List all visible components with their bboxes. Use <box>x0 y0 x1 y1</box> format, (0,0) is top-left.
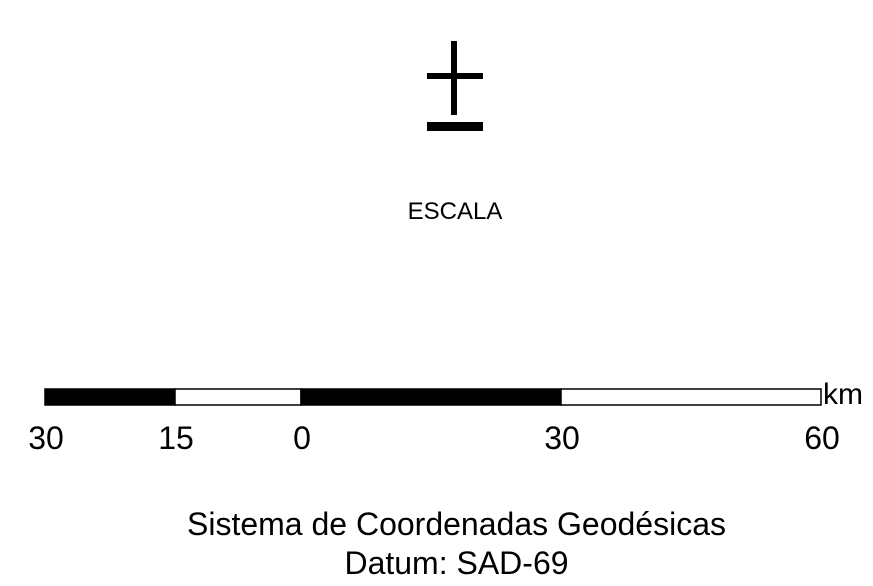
scale-segment-4 <box>560 388 822 406</box>
scale-tick-label: 0 <box>293 420 311 456</box>
scale-tick-label: 15 <box>158 420 194 456</box>
scale-segment-2 <box>174 388 302 406</box>
north-arrow-base <box>427 122 483 131</box>
scale-tick-label: 30 <box>544 420 580 456</box>
scale-tick-label: 60 <box>804 420 840 456</box>
datum-label: Datum: SAD-69 <box>344 545 569 581</box>
scale-title: ESCALA <box>407 198 503 225</box>
scale-tick-label: 30 <box>28 420 64 456</box>
scale-segment-1 <box>44 388 176 406</box>
scale-segment-3 <box>300 388 562 406</box>
scale-unit: km <box>823 378 863 411</box>
coordinate-system-label: Sistema de Coordenadas Geodésicas <box>187 506 726 542</box>
north-arrow-crossbar <box>427 73 483 79</box>
